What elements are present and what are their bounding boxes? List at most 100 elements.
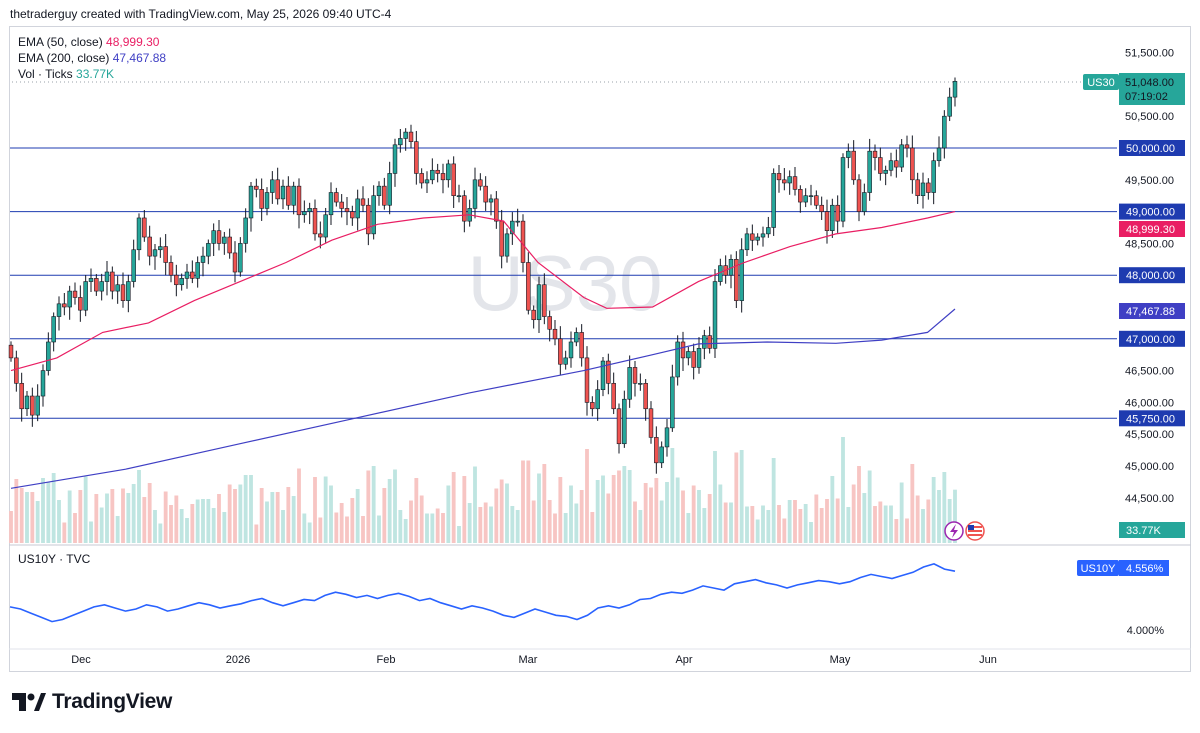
volume-bar bbox=[430, 513, 435, 543]
candle-body bbox=[152, 249, 158, 257]
volume-bars bbox=[9, 437, 957, 543]
candle-body bbox=[248, 185, 254, 219]
volume-bar bbox=[691, 485, 696, 543]
volume-bar bbox=[41, 478, 45, 543]
candle-body bbox=[552, 328, 558, 340]
candle-body bbox=[238, 243, 243, 273]
volume-bar bbox=[537, 473, 541, 543]
candle-body bbox=[195, 262, 200, 279]
candle-body bbox=[883, 169, 888, 174]
candle-body bbox=[558, 338, 563, 365]
candle-body bbox=[275, 179, 280, 200]
candle-body bbox=[712, 281, 718, 349]
candle-body bbox=[104, 271, 110, 282]
price-tick-label: 45,000.00 bbox=[1125, 461, 1174, 473]
candle-body bbox=[435, 169, 440, 174]
price-tick-label: 44,500.00 bbox=[1125, 493, 1174, 505]
us10y-legend[interactable]: US10Y · TVC bbox=[18, 552, 91, 566]
volume-bar bbox=[46, 482, 51, 543]
candle-body bbox=[83, 281, 88, 311]
volume-bar bbox=[899, 482, 904, 543]
volume-bar bbox=[110, 489, 115, 543]
candle-body bbox=[547, 316, 552, 330]
volume-bar bbox=[435, 508, 440, 543]
volume-bar bbox=[558, 477, 563, 543]
candle-body bbox=[531, 309, 536, 321]
lightning-icon[interactable] bbox=[944, 521, 964, 541]
candle-body bbox=[302, 211, 307, 216]
volume-bar bbox=[371, 466, 376, 543]
candle-body bbox=[648, 408, 654, 438]
candle-body bbox=[584, 357, 590, 403]
candle-body bbox=[760, 233, 766, 238]
candle-body bbox=[936, 147, 942, 162]
volume-bar bbox=[425, 513, 429, 543]
candle-body bbox=[782, 179, 787, 184]
volume-bar bbox=[510, 506, 515, 543]
volume-bar bbox=[686, 513, 691, 543]
volume-bar bbox=[659, 500, 664, 543]
ema50-price-label: 48,999.30 bbox=[1126, 224, 1175, 236]
legend-ema50[interactable]: EMA (50, close) 48,999.30 bbox=[18, 35, 159, 49]
candle-body bbox=[803, 195, 808, 203]
volume-label-bg bbox=[1119, 522, 1185, 538]
volume-bar bbox=[851, 484, 856, 543]
candle-body bbox=[824, 211, 830, 231]
volume-bar bbox=[937, 490, 941, 543]
candle-body bbox=[878, 157, 883, 174]
symbol-tag: US30 bbox=[1087, 77, 1115, 89]
volume-bar bbox=[361, 516, 365, 543]
legend-volume[interactable]: Vol · Ticks 33.77K bbox=[18, 67, 114, 81]
level-label: 45,750.00 bbox=[1126, 413, 1175, 425]
candle-body bbox=[622, 398, 627, 445]
volume-bar bbox=[19, 488, 24, 543]
volume-bar bbox=[233, 489, 237, 543]
candle-body bbox=[72, 290, 78, 298]
volume-bar bbox=[142, 497, 147, 543]
candle-body bbox=[296, 185, 302, 216]
candle-body bbox=[424, 179, 430, 184]
volume-bar bbox=[323, 476, 328, 543]
volume-bar bbox=[105, 493, 109, 543]
volume-bar bbox=[681, 490, 685, 543]
candle-body bbox=[894, 160, 899, 168]
volume-bar bbox=[841, 437, 845, 543]
candle-body bbox=[835, 204, 840, 222]
candle-body bbox=[787, 176, 792, 184]
price-tick-label: 46,500.00 bbox=[1125, 366, 1174, 378]
level-label-bg bbox=[1119, 410, 1185, 427]
candle-body bbox=[942, 115, 947, 149]
volume-bar bbox=[419, 495, 424, 543]
tradingview-brand[interactable]: TradingView bbox=[12, 690, 172, 714]
volume-bar bbox=[627, 470, 632, 543]
volume-bar bbox=[457, 526, 461, 543]
candle-body bbox=[680, 341, 686, 359]
candle-body bbox=[515, 220, 520, 223]
volume-bar bbox=[718, 484, 723, 543]
volume-bar bbox=[585, 449, 589, 543]
us10y-value-label: 4.556% bbox=[1126, 563, 1164, 575]
last-price-label-bg bbox=[1119, 73, 1185, 105]
volume-bar bbox=[521, 460, 525, 543]
us-flag-icon[interactable] bbox=[965, 521, 985, 541]
candle-body bbox=[931, 160, 936, 193]
candle-body bbox=[270, 179, 275, 193]
candle-body bbox=[904, 144, 910, 149]
candle-body bbox=[632, 367, 638, 384]
candle-body bbox=[563, 357, 568, 365]
volume-bar bbox=[606, 493, 611, 543]
volume-bar bbox=[617, 470, 621, 543]
volume-bar bbox=[318, 517, 323, 543]
candle-body bbox=[398, 138, 403, 146]
legend-ema200[interactable]: EMA (200, close) 47,467.88 bbox=[18, 51, 166, 65]
candle-body bbox=[771, 173, 776, 228]
candle-body bbox=[659, 446, 664, 464]
ema-50-line bbox=[10, 211, 956, 372]
volume-bar bbox=[249, 475, 253, 543]
candle-body bbox=[520, 220, 526, 263]
volume-bar bbox=[723, 502, 728, 543]
volume-bar bbox=[30, 492, 35, 543]
volume-bar bbox=[915, 495, 920, 543]
candle-body bbox=[627, 367, 632, 400]
